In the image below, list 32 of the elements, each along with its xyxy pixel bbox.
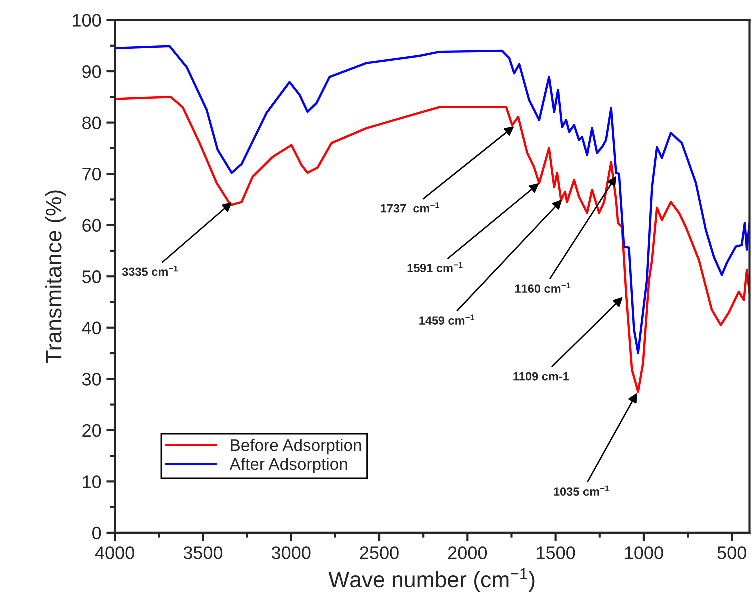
y-tick-label: 10 [83, 476, 102, 488]
x-tick-label: 2000 [448, 546, 488, 560]
x-tick-label: 1500 [537, 546, 576, 560]
y-tick-label: 100 [73, 14, 102, 27]
x-tick-label: 3000 [272, 546, 311, 560]
annotation: 1737 cm$^{−1}$ [381, 202, 440, 213]
y-tick-label: 60 [82, 219, 102, 232]
x-tick-label: 4000 [95, 546, 134, 560]
legend-label: Before Adsorption [231, 439, 362, 455]
y-tick-label: 90 [82, 65, 102, 78]
annotation: 1109 cm-1 [514, 372, 570, 381]
y-tick-label: 20 [82, 424, 102, 438]
annotation: 1459 cm$^{−1}$ [420, 314, 475, 325]
line-series [115, 45, 750, 354]
x-tick-label: 3500 [184, 546, 223, 560]
x-tick-label: 500 [718, 546, 746, 560]
y-tick-label: 40 [82, 322, 102, 335]
annotation: 3335 cm$^{−1}$ [122, 266, 178, 276]
legend-label: After Adsorption [230, 458, 348, 474]
x-axis-title: Wave number (cm$^{−1}$) [328, 568, 535, 592]
y-tick-label: 80 [82, 116, 102, 130]
line-series [115, 96, 750, 394]
y-axis-title: Transmitance (%) [45, 190, 66, 364]
annotation: 1160 cm$^{−1}$ [515, 282, 571, 294]
y-tick-label: 70 [82, 168, 102, 181]
x-tick-label: 1000 [625, 546, 664, 560]
y-tick-label: 50 [82, 270, 102, 284]
y-tick-label: 0 [92, 526, 102, 540]
annotation: 1591 cm$^{−1}$ [408, 262, 463, 272]
annotation: 1035 cm$^{−1}$ [554, 486, 610, 496]
y-tick-label: 30 [82, 373, 102, 386]
x-tick-label: 2500 [360, 546, 399, 560]
